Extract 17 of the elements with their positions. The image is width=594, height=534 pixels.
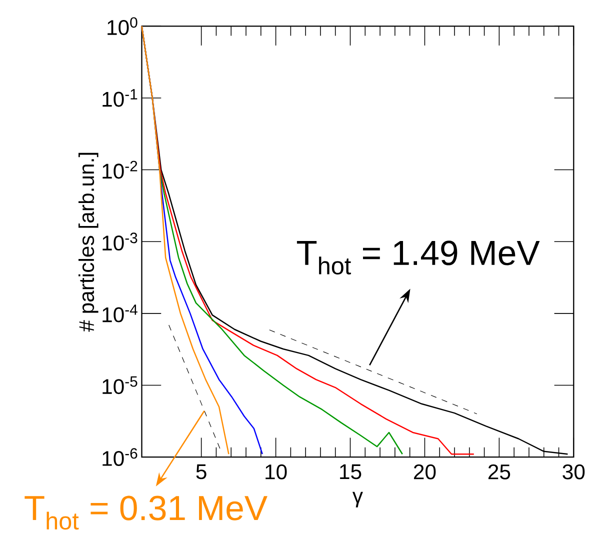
y-axis-title: # particles [arb.un.] [78, 153, 98, 332]
x-tick-label: 15 [340, 464, 362, 480]
y-tick-label: 10$^{0}$ [108, 17, 138, 36]
y-tick-label: 10$^{-4}$ [102, 304, 138, 322]
x-tick-label: 10 [266, 464, 287, 480]
annotation: T$_{hot}$ = 0.31 MeV [24, 496, 268, 530]
x-axis-title: γ [352, 492, 363, 508]
x-tick-label: 5 [196, 464, 206, 480]
y-tick-label: 10$^{-5}$ [102, 376, 138, 394]
y-tick-label: 10$^{-3}$ [102, 232, 138, 251]
x-tick-label: 20 [414, 464, 436, 480]
x-tick-label: 30 [562, 464, 585, 480]
y-tick-label: 10$^{-6}$ [102, 448, 138, 466]
x-tick-label: 25 [488, 464, 510, 480]
y-tick-label: 10$^{-2}$ [102, 161, 138, 179]
annotation: T$_{hot}$ = 1.49 MeV [296, 240, 540, 275]
y-tick-label: 10$^{-1}$ [102, 89, 138, 108]
